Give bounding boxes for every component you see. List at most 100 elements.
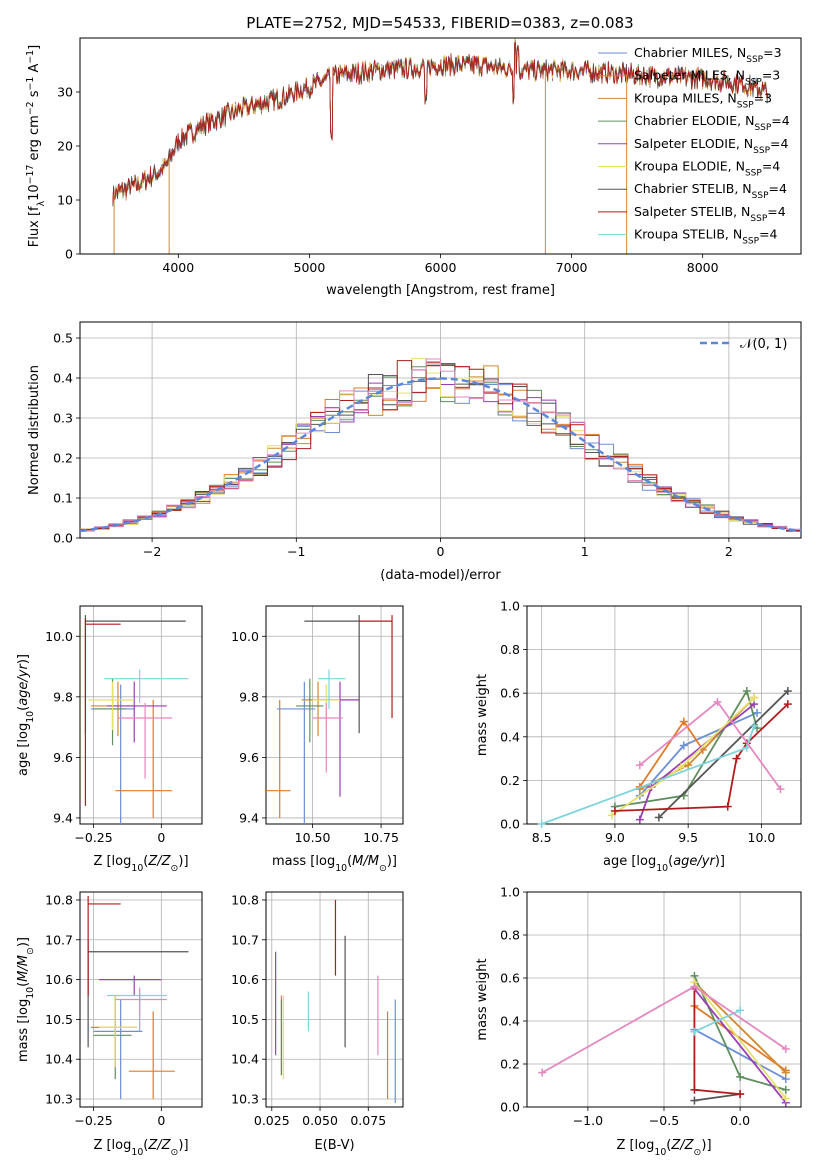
- x-tick-label: 6000: [425, 260, 457, 275]
- x-tick-label: 0: [157, 1113, 165, 1128]
- x-tick-label: 8.5: [532, 830, 552, 845]
- y-tick-label: 10.3: [231, 1092, 259, 1107]
- y-axis-label: mass [log10(M/M⊙)]: [16, 937, 36, 1062]
- y-tick-label: 0.1: [53, 491, 73, 506]
- weight-line: [614, 688, 758, 808]
- legend-label: Kroupa ELODIE, NSSP=4: [634, 159, 780, 179]
- x-tick-label: 9.5: [678, 830, 698, 845]
- y-axis-label: Flux [fλ10−17 erg cm−2 s−1 A−1]: [25, 45, 47, 247]
- x-tick-label: 0: [437, 544, 445, 559]
- y-axis-label: Normed distribution: [27, 365, 42, 495]
- y-tick-label: 10.5: [45, 1012, 73, 1027]
- y-tick-label: 0.2: [53, 451, 73, 466]
- y-axis-label: mass weight: [475, 958, 490, 1040]
- y-tick-label: 10.6: [45, 972, 73, 987]
- y-tick-label: 0.6: [500, 971, 520, 986]
- legend-label: Salpeter STELIB, NSSP=4: [634, 204, 786, 224]
- x-tick-label: 0.075: [350, 1113, 386, 1128]
- x-axis-label: age [log10(age/yr)]: [603, 854, 725, 874]
- spectrum-chart: 4000 5000 6000 7000 8000 0 10 20 30 Chabrier MILE…: [25, 37, 802, 298]
- x-tick-label: 0.050: [302, 1113, 338, 1128]
- weight-line: [639, 700, 782, 790]
- legend-label: Kroupa MILES, NSSP=3: [634, 90, 772, 110]
- y-tick-label: 9.4: [239, 810, 259, 825]
- x-axis-label: Z [log10(Z/Z⊙)]: [93, 1138, 188, 1158]
- x-tick-label: 9.0: [605, 830, 625, 845]
- x-tick-label: −0.25: [74, 1113, 112, 1128]
- y-tick-label: 10.4: [45, 1052, 73, 1067]
- y-tick-label: 0.3: [53, 411, 73, 426]
- x-tick-label: 0.025: [254, 1113, 290, 1128]
- weight-vs-Z-chart: −1.0 −0.5 0.0 0.0 0.2 0.4 0.6 0.8 1.0 Z [log10(Z/…: [475, 885, 802, 1158]
- y-tick-label: 0.4: [500, 729, 520, 744]
- x-axis-label: Z [log10(Z/Z⊙)]: [616, 1138, 711, 1158]
- y-tick-label: 10.8: [231, 892, 259, 907]
- y-tick-label: 10.7: [45, 932, 73, 947]
- age-vs-Z-chart: −0.25 0 9.4 9.6 9.8 10.0 Z [log10(Z/Z⊙)] age [l…: [16, 605, 203, 874]
- axes-frame: [526, 605, 802, 825]
- y-tick-label: 0.4: [500, 1014, 520, 1029]
- y-axis-label: mass weight: [475, 674, 490, 756]
- y-tick-label: 20: [57, 139, 73, 154]
- y-tick-label: 9.4: [53, 810, 73, 825]
- x-tick-label: 2: [725, 544, 733, 559]
- x-tick-label: 0.0: [730, 1113, 750, 1128]
- y-tick-label: 9.6: [53, 750, 73, 765]
- x-tick-label: −1: [287, 544, 305, 559]
- legend-label: Chabrier MILES, NSSP=3: [634, 45, 782, 65]
- spectrum-legend: Chabrier MILES, NSSP=3 Salpeter MILES, NS…: [598, 45, 790, 247]
- legend-label: Salpeter MILES, NSSP=3: [634, 68, 780, 88]
- x-tick-label: −1.0: [573, 1113, 603, 1128]
- y-tick-label: 0.0: [53, 531, 73, 546]
- y-tick-label: 10.0: [231, 629, 259, 644]
- y-tick-label: 0.6: [500, 686, 520, 701]
- x-axis-label: mass [log10(M/M⊙)]: [272, 854, 397, 874]
- x-tick-label: 7000: [556, 260, 588, 275]
- y-tick-label: 1.0: [500, 599, 520, 614]
- y-tick-label: 0.8: [500, 928, 520, 943]
- weight-line: [693, 988, 787, 1104]
- y-tick-label: 10.6: [231, 972, 259, 987]
- weight-vs-age-chart: 8.5 9.0 9.5 10.0 0.0 0.2 0.4 0.6 0.8 1.0 age [log1…: [475, 599, 802, 874]
- y-tick-label: 0.8: [500, 642, 520, 657]
- weight-line: [693, 1005, 787, 1072]
- gaussian-curve: [79, 377, 802, 533]
- x-tick-label: 10.0: [748, 830, 776, 845]
- age-vs-mass-chart: 10.50 10.75 9.4 9.6 9.8 10.0 mass [log10(M/M⊙)…: [231, 605, 404, 874]
- legend-label: Chabrier ELODIE, NSSP=4: [634, 113, 790, 133]
- axes-frame: [265, 891, 404, 1108]
- histogram-series: [80, 357, 801, 532]
- x-tick-label: 4000: [162, 260, 194, 275]
- x-tick-label: 5000: [294, 260, 326, 275]
- x-tick-label: 8000: [687, 260, 719, 275]
- y-tick-label: 10.0: [45, 629, 73, 644]
- axes-frame: [265, 605, 404, 825]
- x-tick-label: 10.75: [363, 830, 399, 845]
- x-axis-label: Z [log10(Z/Z⊙)]: [93, 854, 188, 874]
- axes-frame: [79, 605, 203, 825]
- y-tick-label: 10: [57, 193, 73, 208]
- weight-line: [694, 1009, 741, 1033]
- ebv-ticks-chart: 0.025 0.050 0.075 10.3 10.4 10.5 10.6 10.7 10.8 E…: [231, 891, 404, 1153]
- y-tick-label: 9.6: [239, 750, 259, 765]
- y-tick-label: 9.8: [239, 689, 259, 704]
- weight-line: [658, 690, 789, 819]
- x-axis-label: E(B-V): [314, 1138, 354, 1153]
- figure-title: PLATE=2752, MJD=54533, FIBERID=0383, z=0…: [246, 14, 633, 32]
- weight-line: [693, 981, 787, 1099]
- y-axis-label: age [log10(age/yr)]: [16, 654, 36, 776]
- axes-frame: [79, 891, 203, 1108]
- y-tick-label: 0.4: [53, 371, 73, 386]
- y-tick-label: 0.2: [500, 1057, 520, 1072]
- x-tick-label: 1: [581, 544, 589, 559]
- y-tick-label: 30: [57, 85, 73, 100]
- spectrum-line: [112, 41, 769, 203]
- y-tick-label: 10.3: [45, 1092, 73, 1107]
- x-tick-label: −0.25: [74, 830, 112, 845]
- legend-label: Kroupa STELIB, NSSP=4: [634, 227, 778, 247]
- y-tick-label: 0: [65, 247, 73, 262]
- y-tick-label: 10.8: [45, 892, 73, 907]
- x-tick-label: 0: [157, 830, 165, 845]
